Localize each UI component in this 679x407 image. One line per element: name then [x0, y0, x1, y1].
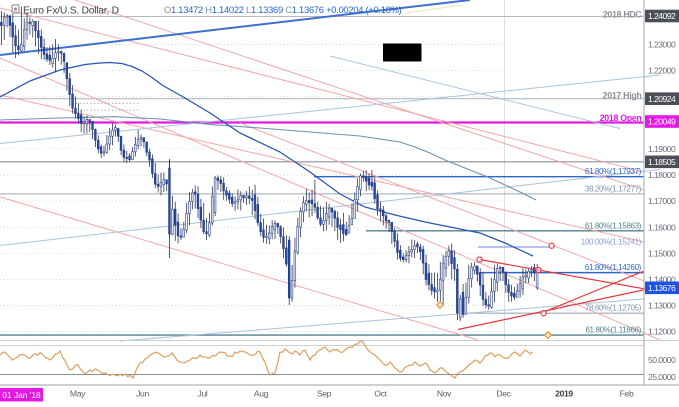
svg-text:Feb: Feb [620, 389, 634, 399]
svg-text:1.20049: 1.20049 [648, 117, 676, 127]
svg-text:1.14000: 1.14000 [648, 275, 676, 285]
svg-text:1.23000: 1.23000 [648, 40, 676, 50]
svg-text:38.20%(1.17277): 38.20%(1.17277) [585, 184, 642, 193]
svg-text:Aug: Aug [254, 389, 269, 399]
svg-text:1.13676: 1.13676 [648, 283, 676, 293]
svg-text:61.80%(1.15863): 61.80%(1.15863) [585, 221, 642, 230]
svg-text:2018 HDC: 2018 HDC [603, 10, 643, 20]
svg-text:1.18505: 1.18505 [648, 157, 676, 167]
svg-text:1.20924: 1.20924 [648, 94, 676, 104]
svg-text:Jul: Jul [198, 389, 208, 399]
svg-text:1.16000: 1.16000 [648, 222, 676, 232]
svg-text:O1.13472 H1.14022 L1.13369: O1.13472 H1.14022 L1.13369 C1.13676 +0.0… [164, 4, 402, 15]
svg-text:Oct: Oct [374, 389, 387, 399]
svg-text:Sep: Sep [317, 389, 332, 399]
svg-text:1.18000: 1.18000 [648, 170, 676, 180]
svg-text:2019: 2019 [555, 389, 573, 399]
svg-text:1.13000: 1.13000 [648, 301, 676, 311]
svg-text:78.60%(1.12705): 78.60%(1.12705) [585, 304, 642, 313]
svg-text:61.80%(1.17937): 61.80%(1.17937) [585, 167, 642, 176]
svg-text:100.00%(1.15241): 100.00%(1.15241) [581, 238, 642, 247]
svg-text:1.15000: 1.15000 [648, 248, 676, 258]
svg-text:May: May [70, 389, 86, 399]
svg-text:Euro Fx/U.S. Dollar, D: Euro Fx/U.S. Dollar, D [23, 6, 119, 17]
svg-text:1.19000: 1.19000 [648, 144, 676, 154]
svg-text:Jun: Jun [136, 389, 149, 399]
svg-text:Nov: Nov [437, 389, 452, 399]
svg-text:61.80%(1.11866): 61.80%(1.11866) [585, 326, 641, 335]
svg-text:2018 Open: 2018 Open [600, 113, 642, 123]
svg-text:25.0000: 25.0000 [648, 372, 676, 382]
svg-text:01 Jan '18: 01 Jan '18 [2, 390, 41, 400]
svg-text:1.17000: 1.17000 [648, 196, 676, 206]
svg-text:1.12000: 1.12000 [648, 327, 676, 337]
svg-text:61.80%(1.14260): 61.80%(1.14260) [585, 263, 642, 272]
svg-text:Dec: Dec [496, 389, 511, 399]
svg-text:1.24092: 1.24092 [648, 11, 676, 21]
svg-text:1.22000: 1.22000 [648, 66, 676, 76]
svg-text:50.0000: 50.0000 [648, 355, 676, 365]
svg-text:2017 High: 2017 High [603, 91, 642, 101]
